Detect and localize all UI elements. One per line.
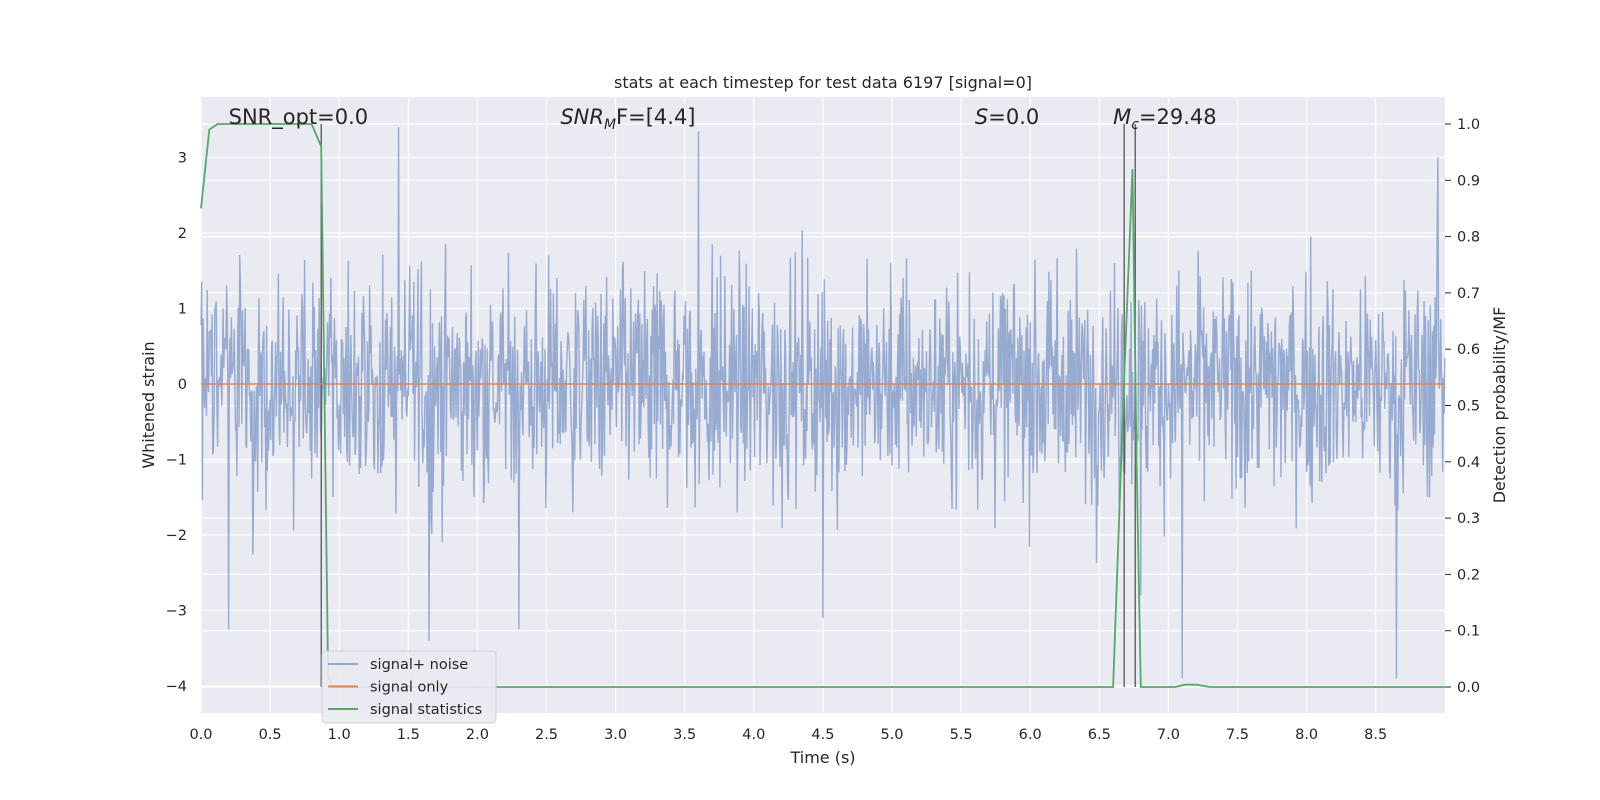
annotation-tail: =29.48: [1139, 105, 1217, 129]
y-right-tick-label: 0.9: [1457, 173, 1480, 189]
annotation-tail: =0.0: [988, 105, 1039, 129]
y-tick-label: 0: [178, 377, 187, 393]
x-tick-label: 2.0: [466, 727, 489, 743]
annotation-label: Mc=29.48: [1113, 105, 1217, 133]
legend-box: [321, 650, 497, 724]
x-tick-label: 2.5: [535, 727, 558, 743]
x-tick-label: 8.5: [1364, 727, 1387, 743]
x-axis-ticks: 0.0 0.5 1.0 1.5 2.0 2.5 3.0 3.5 4.0 4.5 5.0 5.5 6.0 6…: [189, 727, 1387, 743]
y-right-axis-ticks: 0.0 0.1 0.2 0.3 0.4 0.5 0.6 0.7 0.8 0.9 1.0: [1445, 117, 1480, 696]
signal-statistics-line: [200, 123, 1445, 688]
x-tick-label: 1.0: [328, 727, 351, 743]
legend-label: signal statistics: [370, 702, 482, 718]
x-tick-label: 3.5: [673, 727, 696, 743]
annotation-label: SNR_opt=0.0: [229, 105, 369, 130]
x-tick-label: 6.0: [1019, 727, 1042, 743]
x-tick-label: 4.0: [742, 727, 765, 743]
annotation-label: SNRMF=[4.4]: [560, 105, 695, 133]
y-right-tick-label: 0.1: [1457, 624, 1480, 640]
y-right-tick-label: 0.8: [1457, 230, 1480, 246]
y-tick-label: 1: [178, 302, 187, 318]
legend-label: signal only: [370, 680, 449, 696]
x-tick-label: 7.5: [1226, 727, 1249, 743]
legend-label: signal+ noise: [370, 657, 468, 673]
x-tick-label: 5.5: [950, 727, 973, 743]
annotation-subscript: M: [604, 117, 616, 133]
annotation-main: S: [975, 105, 988, 129]
annotation-main: SNR_opt=0.0: [229, 105, 369, 130]
x-tick-label: 8.0: [1295, 727, 1318, 743]
signal-noise-series: [200, 127, 1446, 679]
y-right-tick-label: 0.6: [1457, 342, 1480, 358]
y-axis-label: Whitened strain: [139, 341, 158, 468]
annotation-subscript: c: [1131, 117, 1139, 133]
x-tick-label: 5.0: [880, 727, 903, 743]
y-right-tick-label: 1.0: [1457, 117, 1480, 133]
x-tick-label: 3.0: [604, 727, 627, 743]
x-tick-label: 0.5: [259, 727, 282, 743]
y-tick-label: −4: [166, 679, 187, 695]
x-tick-label: 0.0: [189, 727, 212, 743]
y-right-tick-label: 0.7: [1457, 286, 1480, 302]
y-right-axis-label: Detection probability/MF: [1490, 307, 1509, 504]
x-tick-label: 7.0: [1157, 727, 1180, 743]
annotations: SNR_opt=0.0 SNRMF=[4.4] S=0.0 Mc=29.48: [229, 105, 1217, 133]
y-axis-ticks: −4 −3 −2 −1 0 1 2 3: [166, 151, 187, 696]
y-right-tick-label: 0.3: [1457, 511, 1480, 527]
x-tick-label: 6.5: [1088, 727, 1111, 743]
series-lines: [200, 123, 1445, 688]
legend: signal+ noise signal only signal statistic…: [321, 650, 497, 724]
annotation-main: M: [1113, 105, 1131, 129]
annotation-label: S=0.0: [975, 105, 1039, 129]
y-tick-label: 2: [178, 226, 187, 242]
x-axis-label: Time (s): [789, 748, 855, 767]
x-tick-label: 1.5: [397, 727, 420, 743]
annotation-main: SNR: [560, 105, 604, 129]
y-tick-label: 3: [178, 151, 187, 167]
y-tick-label: −2: [166, 528, 187, 544]
y-right-tick-label: 0.4: [1457, 455, 1480, 471]
y-right-tick-label: 0.2: [1457, 567, 1480, 583]
x-tick-label: 4.5: [811, 727, 834, 743]
y-right-tick-label: 0.5: [1457, 399, 1480, 415]
annotation-tail: F=[4.4]: [616, 105, 695, 129]
signal-noise-line: [200, 127, 1446, 679]
y-tick-label: −3: [166, 604, 187, 620]
chart-title: stats at each timestep for test data 619…: [614, 73, 1032, 92]
y-right-tick-label: 0.0: [1457, 680, 1480, 696]
y-tick-label: −1: [166, 453, 187, 469]
